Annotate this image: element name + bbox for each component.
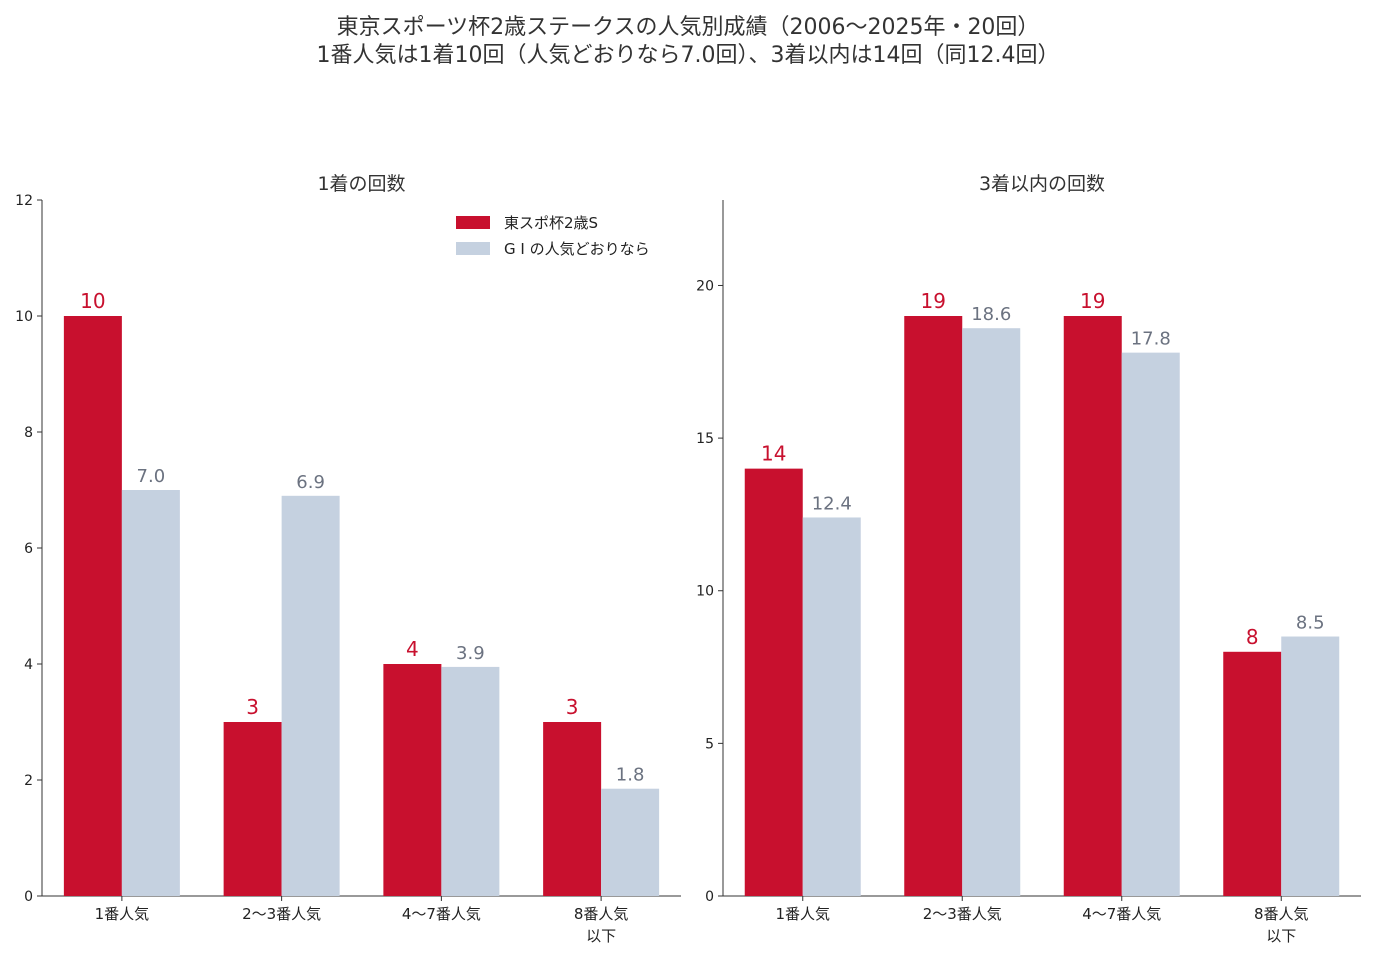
y-tick-label-1: 15 [696,431,714,447]
data-label-actual-0-0: 10 [80,289,105,313]
data-label-expected-1-0: 12.4 [812,493,852,514]
bar-expected-0-2 [441,666,500,896]
bar-expected-0-1 [281,495,340,896]
category-label-0-3: 以下 [586,927,616,945]
bar-actual-0-1 [223,722,282,896]
legend-label-0: 東スポ杯2歳S [504,214,598,232]
y-tick-label-0: 10 [15,309,33,325]
title-line-2: 1番人気は1着10回（人気どおりなら7.0回）、3着以内は14回（同12.4回） [316,43,1060,68]
category-label-1-3: 以下 [1266,927,1296,945]
data-label-expected-0-0: 7.0 [137,466,166,487]
bar-expected-1-0 [802,517,861,896]
y-tick-label-0: 2 [24,773,33,789]
data-label-actual-1-2: 19 [1080,289,1105,313]
title-line-1: 東京スポーツ杯2歳ステークスの人気別成績（2006〜2025年・20回） [336,15,1040,40]
data-label-actual-1-3: 8 [1246,625,1259,649]
category-label-1-2: 4〜7番人気 [1082,905,1161,923]
y-tick-label-1: 0 [705,889,714,905]
legend-swatch-0 [456,216,490,229]
data-label-expected-1-1: 18.6 [971,304,1011,325]
data-label-expected-0-1: 6.9 [296,472,325,493]
y-tick-label-1: 10 [696,584,714,600]
data-label-expected-1-3: 8.5 [1296,613,1325,634]
category-label-1-3: 8番人気 [1254,905,1309,923]
data-label-actual-1-1: 19 [921,289,946,313]
bar-actual-1-3 [1223,651,1282,896]
bar-expected-0-3 [601,788,660,896]
bar-actual-0-0 [63,316,122,896]
y-tick-label-0: 12 [15,193,33,209]
y-tick-label-1: 20 [696,278,714,294]
data-label-actual-0-3: 3 [566,695,579,719]
data-label-expected-1-2: 17.8 [1131,329,1171,350]
bar-expected-1-1 [962,328,1021,896]
category-label-0-1: 2〜3番人気 [242,905,321,923]
data-label-actual-1-0: 14 [761,442,786,466]
category-label-0-3: 8番人気 [574,905,629,923]
bar-actual-1-2 [1063,316,1122,896]
bar-expected-0-0 [121,490,180,896]
y-tick-label-0: 0 [24,889,33,905]
bar-actual-1-1 [904,316,963,896]
y-tick-label-0: 4 [24,657,33,673]
category-label-1-0: 1番人気 [775,905,830,923]
y-tick-label-0: 6 [24,541,33,557]
data-label-expected-0-2: 3.9 [456,643,485,664]
category-label-0-2: 4〜7番人気 [402,905,481,923]
bar-actual-1-0 [744,468,803,896]
bar-actual-0-3 [543,722,602,896]
panel-title-0: 1着の回数 [317,173,405,195]
data-label-actual-0-2: 4 [406,637,419,661]
bar-expected-1-2 [1121,352,1180,896]
legend-swatch-1 [456,242,490,255]
chart-suptitle: 東京スポーツ杯2歳ステークスの人気別成績（2006〜2025年・20回） 1番人… [0,14,1376,70]
data-label-expected-0-3: 1.8 [616,765,645,786]
category-label-1-1: 2〜3番人気 [923,905,1002,923]
bar-expected-1-3 [1281,636,1340,896]
bar-actual-0-2 [383,664,442,896]
y-tick-label-0: 8 [24,425,33,441]
panel-title-1: 3着以内の回数 [979,173,1105,195]
y-tick-label-1: 5 [705,736,714,752]
legend-label-1: G I の人気どおりなら [504,240,650,258]
category-label-0-0: 1番人気 [95,905,150,923]
data-label-actual-0-1: 3 [246,695,259,719]
